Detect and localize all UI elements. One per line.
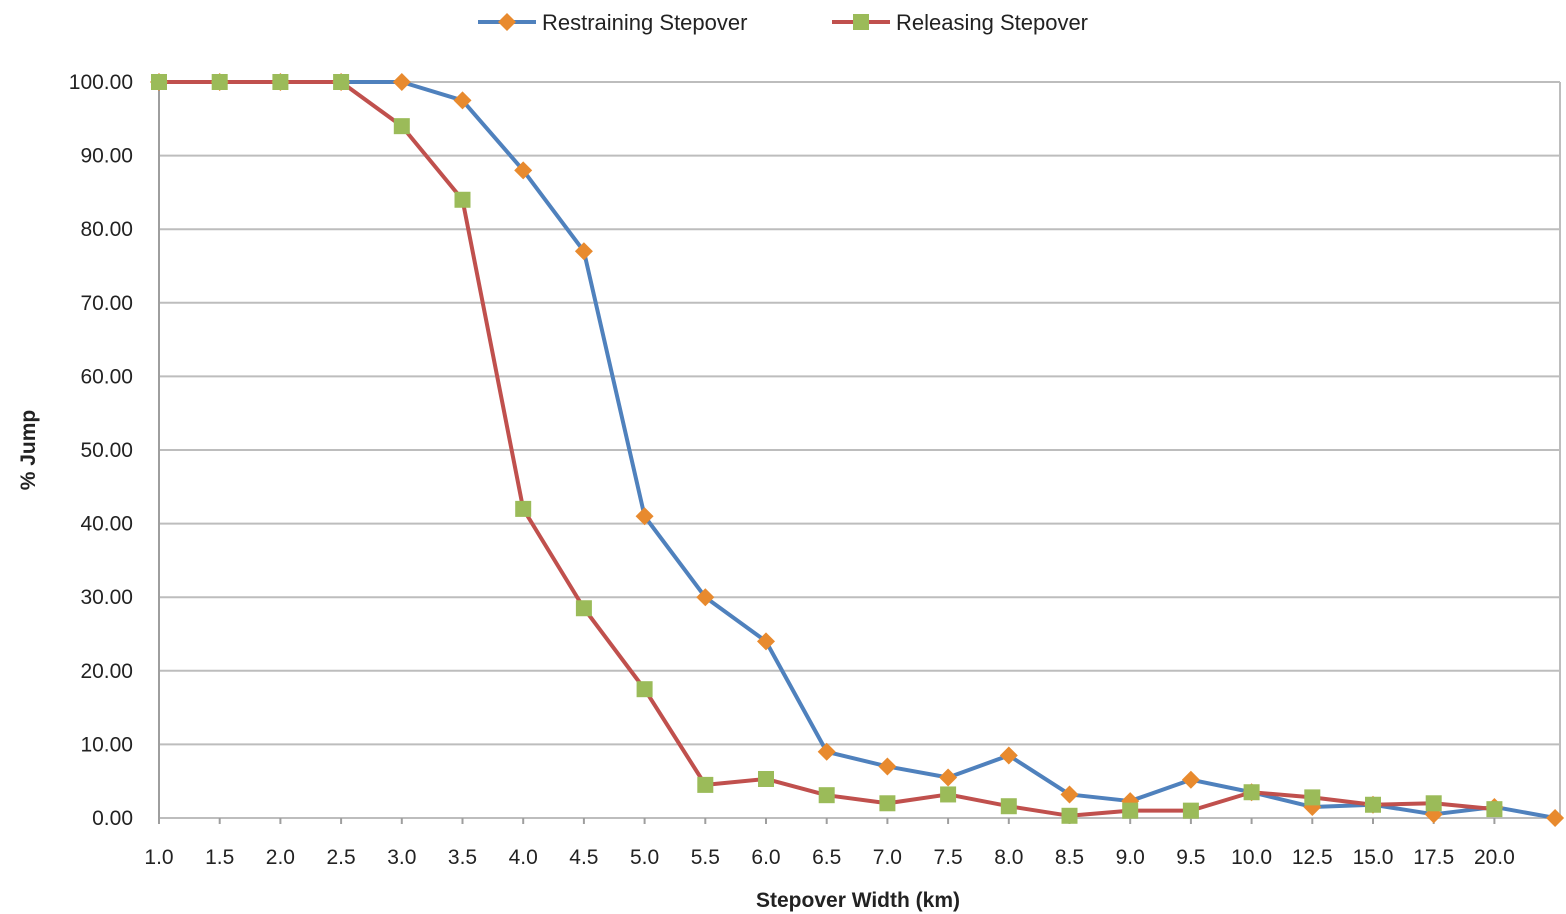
x-tick-label: 4.5 [569, 846, 598, 869]
y-tick-label: 60.00 [80, 365, 133, 388]
x-axis-tick-labels: 1.0 1.5 2.0 2.5 3.0 3.5 4.0 4.5 5.0 5.5 6.0 6.5 7.0 7… [144, 846, 1514, 869]
legend-label-1: Restraining Stepover [542, 10, 747, 35]
data-point-diamond [453, 91, 472, 110]
x-tick-label: 12.5 [1292, 846, 1333, 869]
y-tick-label: 50.00 [80, 439, 133, 462]
series-line-1 [159, 80, 1556, 820]
gridlines [159, 81, 1560, 819]
y-tick-label: 20.00 [80, 660, 133, 683]
data-point-square [758, 770, 774, 787]
y-tick-label: 10.00 [80, 733, 133, 756]
data-point-square [1365, 796, 1381, 813]
x-tick-label: 1.5 [205, 846, 234, 869]
y-tick-label: 30.00 [80, 586, 133, 609]
data-point-square [454, 191, 471, 208]
x-tick-label: 5.0 [630, 846, 659, 869]
legend: Restraining Stepover Releasing Stepover [478, 10, 1088, 35]
series-markers [150, 73, 1565, 827]
x-tick-label: 6.5 [812, 846, 841, 869]
data-point-diamond [1060, 785, 1079, 804]
data-point-diamond [635, 507, 654, 526]
x-tick-label: 7.5 [933, 846, 962, 869]
data-point-diamond [392, 73, 411, 91]
data-point-square [1425, 795, 1442, 812]
data-point-square [1061, 807, 1078, 824]
y-tick-label: 80.00 [80, 218, 133, 241]
x-tick-label: 17.5 [1413, 846, 1454, 869]
x-tick-label: 1.0 [144, 846, 173, 869]
y-axis-title: % Jump [17, 410, 40, 491]
data-point-square [272, 74, 289, 90]
series-line-2 [159, 80, 1495, 818]
x-tick-label: 2.5 [326, 846, 355, 869]
x-tick-label: 9.0 [1116, 846, 1145, 869]
data-point-square [1122, 802, 1139, 819]
x-tick-label: 15.0 [1353, 846, 1394, 869]
legend-label-2: Releasing Stepover [896, 10, 1088, 35]
x-tick-label: 4.0 [509, 846, 538, 869]
data-point-square [515, 500, 532, 517]
data-point-diamond [757, 632, 775, 651]
x-tick-label: 6.0 [751, 846, 780, 869]
data-point-square [818, 787, 835, 804]
data-point-square [636, 681, 653, 698]
y-tick-label: 40.00 [80, 513, 133, 536]
data-point-diamond [498, 13, 516, 31]
data-point-diamond [514, 161, 533, 180]
x-tick-label: 5.5 [691, 846, 720, 869]
y-axis-tick-labels: 0.00 10.00 20.00 30.00 40.00 50.00 60.00 70.00 8… [69, 71, 133, 830]
data-point-diamond [574, 242, 593, 261]
data-point-diamond [939, 768, 958, 787]
data-point-diamond [1181, 770, 1200, 789]
x-tick-label: 2.0 [266, 846, 295, 869]
x-tick-label: 20.0 [1474, 846, 1515, 869]
data-point-square [1486, 801, 1503, 818]
data-point-square [697, 776, 714, 793]
y-tick-label: 70.00 [80, 292, 133, 315]
data-point-diamond [1546, 809, 1565, 827]
data-point-square [333, 74, 350, 90]
y-tick-label: 90.00 [80, 145, 133, 168]
x-tick-label: 9.5 [1176, 846, 1205, 869]
x-tick-label: 8.0 [994, 846, 1023, 869]
data-point-square [853, 14, 869, 30]
data-point-square [879, 795, 896, 812]
y-tick-label: 100.00 [69, 71, 133, 94]
x-tick-label: 3.0 [387, 846, 416, 869]
data-point-square [1000, 798, 1017, 815]
plot-frame [158, 82, 1561, 824]
data-point-diamond [817, 742, 836, 761]
data-point-square [393, 118, 410, 135]
x-tick-label: 10.0 [1231, 846, 1272, 869]
x-tick-label: 3.5 [448, 846, 477, 869]
data-point-diamond [696, 588, 715, 607]
data-point-diamond [999, 746, 1018, 765]
data-point-square [1182, 802, 1199, 819]
data-point-square [1304, 789, 1321, 806]
data-point-square [1243, 784, 1260, 801]
x-tick-label: 8.5 [1055, 846, 1084, 869]
x-tick-label: 7.0 [873, 846, 902, 869]
y-tick-label: 0.00 [92, 807, 133, 830]
data-point-diamond [878, 757, 897, 776]
data-point-square [151, 74, 167, 90]
data-point-square [940, 786, 957, 803]
data-point-square [211, 74, 228, 90]
x-axis-title: Stepover Width (km) [756, 889, 960, 912]
data-point-square [575, 600, 592, 617]
